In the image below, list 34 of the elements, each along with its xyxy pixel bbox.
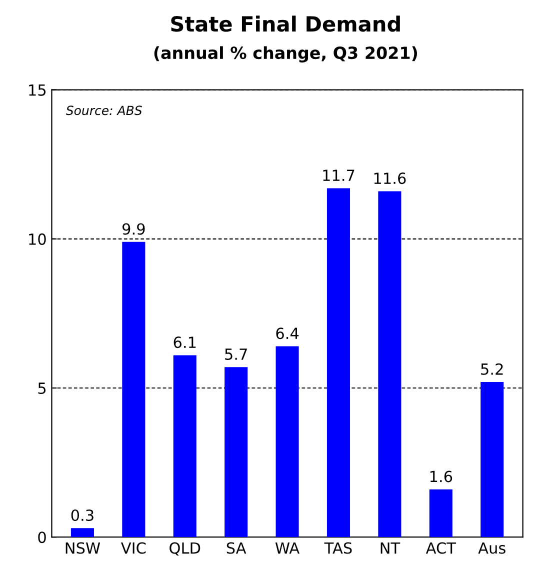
data-label: 11.7 xyxy=(323,170,354,181)
data-label: 6.1 xyxy=(174,336,196,348)
bar xyxy=(70,528,94,538)
bar xyxy=(378,191,402,538)
x-tick-label: TAS xyxy=(324,542,352,554)
y-tick-label: 5 xyxy=(38,382,46,394)
x-tick-label: QLD xyxy=(170,542,200,556)
data-label: 5.2 xyxy=(481,363,503,375)
chart-title: State Final Demand xyxy=(171,16,400,32)
annotation: Source: ABS xyxy=(66,106,142,116)
bar xyxy=(276,346,299,538)
x-tick-label: WA xyxy=(275,542,300,554)
y-tick-label: 15 xyxy=(29,84,46,96)
data-label: 5.7 xyxy=(225,348,247,360)
data-label: 0.3 xyxy=(71,509,94,522)
y-tick-label: 10 xyxy=(29,233,46,245)
bar xyxy=(326,188,350,538)
bar xyxy=(480,382,504,538)
data-label: 9.9 xyxy=(122,223,145,235)
chart-subtitle: (annual % change, Q3 2021) xyxy=(154,46,417,62)
x-tick-label: NSW xyxy=(66,542,100,554)
data-label: 11.6 xyxy=(374,172,406,184)
x-tick-label: VIC xyxy=(120,542,146,554)
x-tick-label: NT xyxy=(380,542,400,554)
bar xyxy=(122,242,146,538)
bar xyxy=(224,367,248,538)
bar xyxy=(429,489,452,538)
data-label: 6.4 xyxy=(276,328,299,340)
x-tick-label: SA xyxy=(226,542,246,554)
y-tick-label: 0 xyxy=(38,532,46,544)
bar xyxy=(173,355,196,538)
x-tick-label: ACT xyxy=(426,542,456,554)
x-tick-label: Aus xyxy=(478,542,506,554)
data-label: 1.6 xyxy=(430,470,452,482)
